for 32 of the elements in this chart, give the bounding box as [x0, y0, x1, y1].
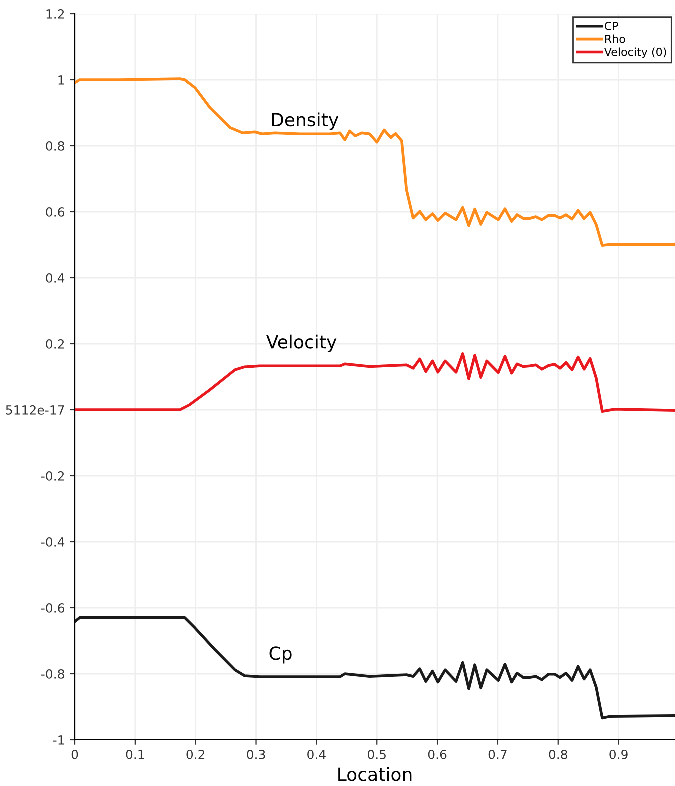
x-tick-label: 0.1: [126, 750, 144, 760]
x-tick-label: 0.2: [186, 750, 205, 760]
line-series: [75, 616, 675, 720]
y-tick-label: 1.2: [46, 9, 64, 19]
y-tick-label: 0.4: [46, 273, 65, 283]
y-tick-label: 1: [58, 76, 64, 85]
line-series: [75, 78, 675, 248]
y-tick-label: 5112e-17: [6, 405, 64, 415]
y-tick-label: -1: [53, 736, 64, 745]
line-series: [75, 352, 675, 414]
x-tick-label: 0: [72, 750, 78, 760]
y-tick-label: 0.8: [46, 141, 64, 151]
legend-label: Velocity (0): [604, 48, 666, 58]
y-tick-label: 0.2: [46, 339, 64, 349]
x-tick-label: 0.3: [247, 750, 266, 760]
annotation: Cp: [270, 646, 292, 664]
y-tick-label: -0.6: [42, 603, 64, 613]
x-tick-label: 0.5: [368, 750, 386, 760]
x-tick-label: 0.8: [549, 750, 568, 760]
y-tick-label: -0.8: [42, 669, 64, 679]
annotation: Velocity: [266, 334, 337, 352]
y-tick-label: -0.4: [42, 537, 65, 547]
x-axis-title: Location: [338, 767, 412, 782]
annotation: Density: [272, 112, 339, 130]
x-tick-label: 0.4: [308, 750, 326, 760]
legend-label: CP: [604, 22, 618, 30]
legend-label: Rho: [605, 34, 626, 44]
y-tick-label: 0.6: [46, 207, 64, 217]
x-tick-label: 0.7: [488, 750, 507, 760]
x-tick-label: 0.6: [428, 750, 447, 760]
y-tick-label: -0.2: [42, 471, 64, 481]
x-tick-label: 0.9: [610, 750, 628, 760]
